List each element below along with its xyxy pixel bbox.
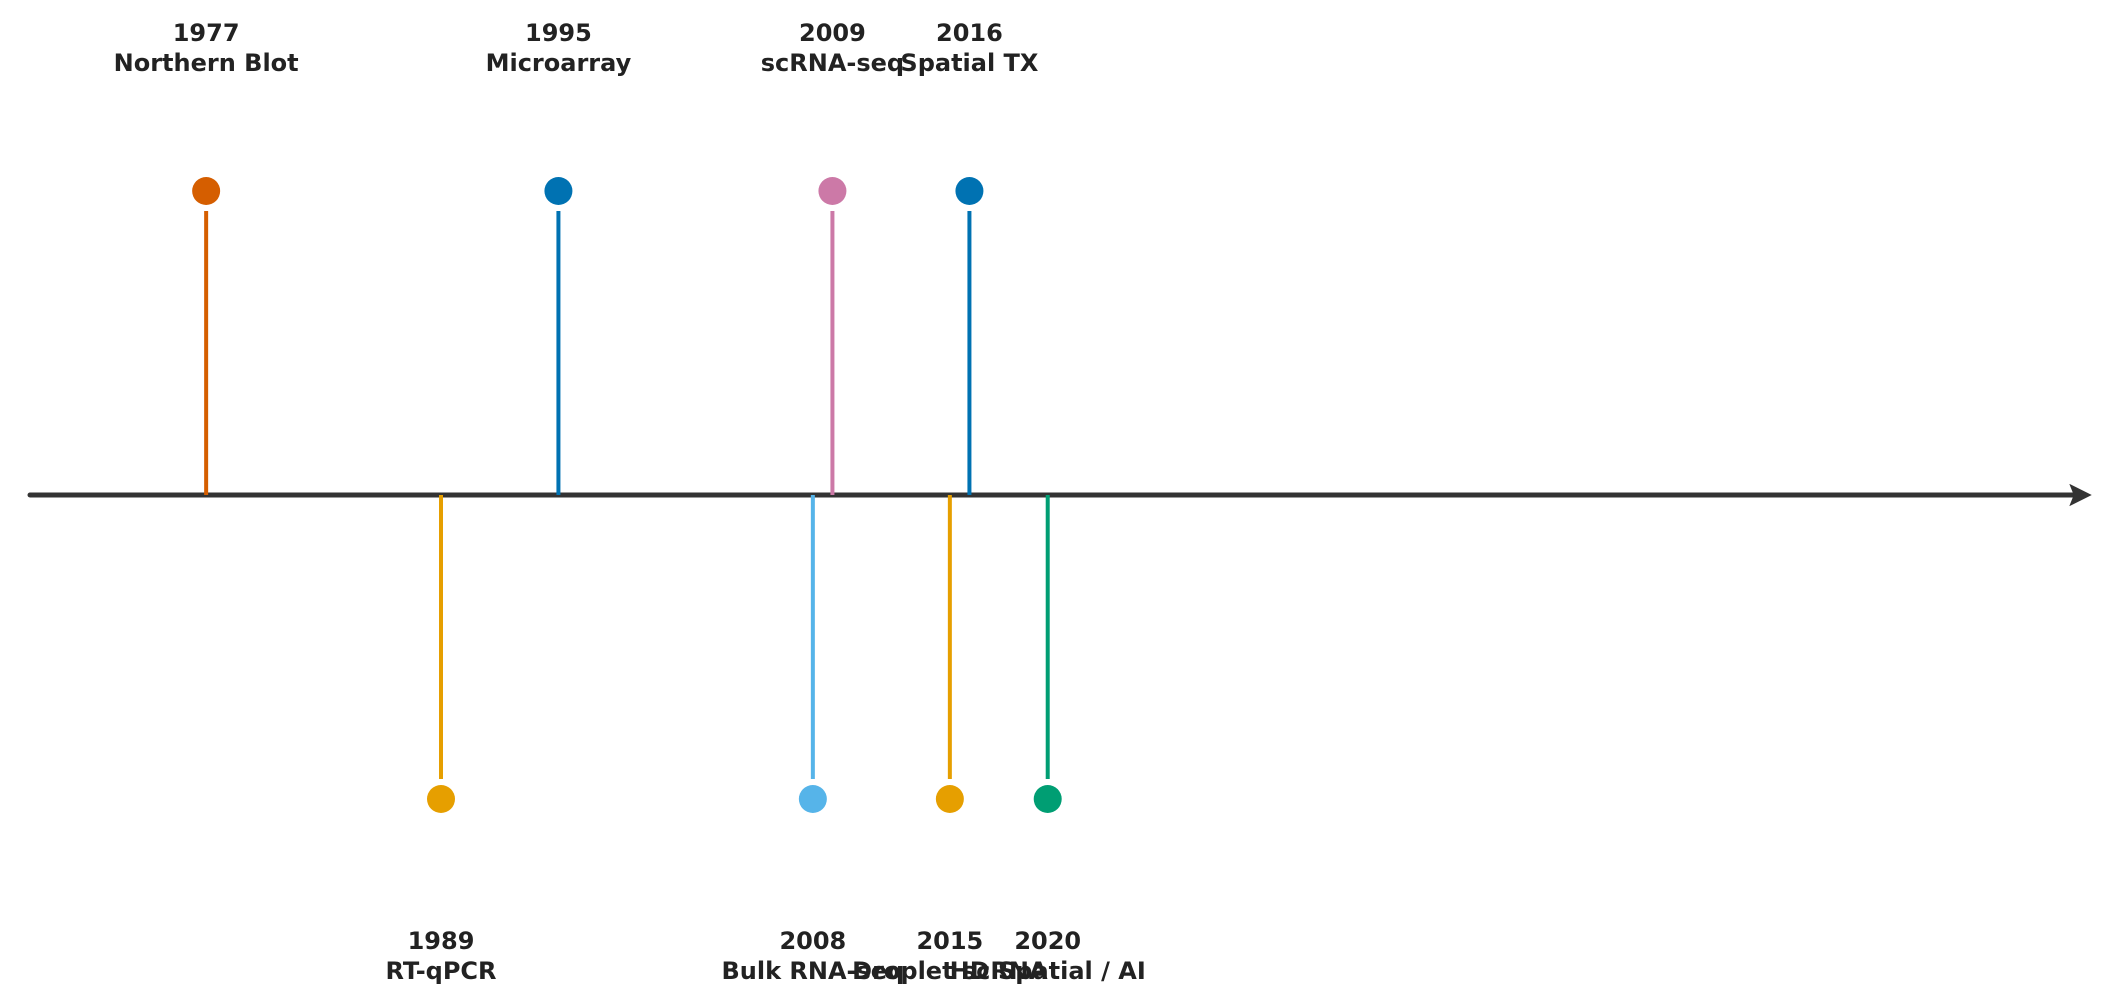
event-year: 2016	[936, 19, 1003, 47]
event-name: Northern Blot	[114, 49, 299, 77]
event-marker	[955, 177, 984, 205]
event-name: Spatial TX	[900, 49, 1039, 77]
event-year: 1977	[173, 19, 240, 47]
event-marker	[1033, 785, 1062, 813]
event-year: 1995	[525, 19, 592, 47]
event-name: HD Spatial / AI	[950, 957, 1146, 985]
event-year: 2015	[916, 927, 983, 955]
event-marker	[818, 177, 847, 205]
event-year: 2008	[779, 927, 846, 955]
event-name: Microarray	[486, 49, 632, 77]
event-name: RT-qPCR	[385, 957, 496, 985]
event-marker	[798, 785, 827, 813]
event-marker	[544, 177, 573, 205]
event-marker	[192, 177, 221, 205]
event-year: 1989	[408, 927, 475, 955]
event-name: scRNA-seq	[761, 49, 904, 77]
event-marker	[427, 785, 455, 813]
event-name: Bulk RNA-seq	[721, 957, 904, 985]
event-name: Droplet scRNA	[852, 957, 1048, 985]
event-marker	[935, 785, 964, 813]
event-year: 2020	[1014, 927, 1081, 955]
event-year: 2009	[799, 19, 866, 47]
